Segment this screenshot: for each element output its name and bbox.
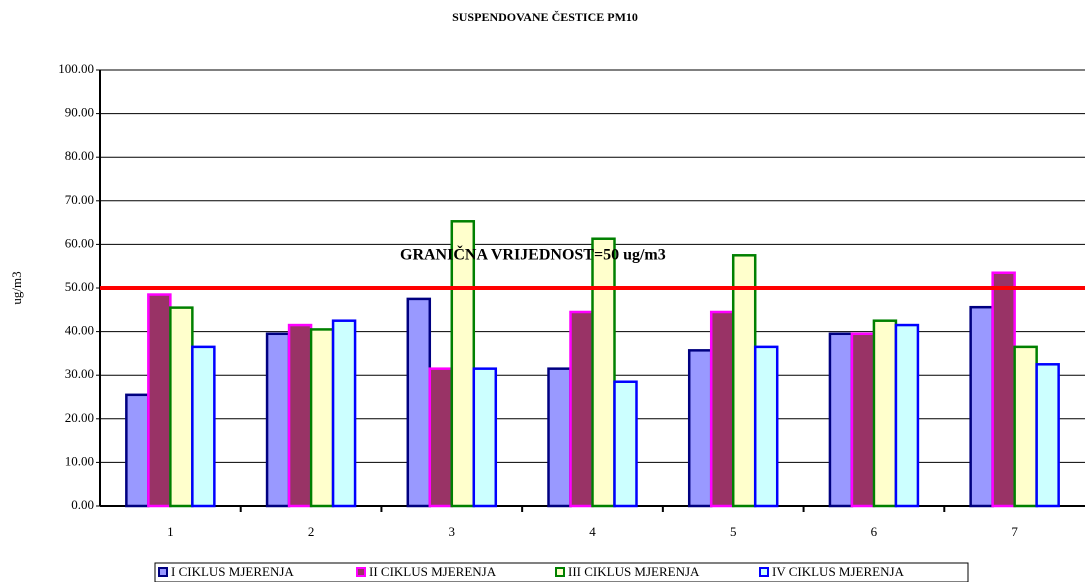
bar xyxy=(753,345,779,508)
legend-label: IV CIKLUS MJERENJA xyxy=(772,564,905,579)
bar xyxy=(125,393,150,508)
y-tick-label: 90.00 xyxy=(65,105,94,120)
bar xyxy=(265,332,291,508)
bar xyxy=(309,328,335,508)
bar xyxy=(991,271,1016,508)
y-tick-label: 40.00 xyxy=(65,323,94,338)
bar xyxy=(569,310,594,508)
bar xyxy=(472,367,498,508)
legend-label: I CIKLUS MJERENJA xyxy=(171,564,294,579)
bar xyxy=(687,349,713,508)
y-tick-label: 10.00 xyxy=(65,453,94,468)
x-tick-label: 1 xyxy=(167,524,174,539)
y-tick-label: 60.00 xyxy=(65,235,94,250)
x-tick-label: 3 xyxy=(449,524,456,539)
x-tick-label: 4 xyxy=(589,524,596,539)
bar xyxy=(287,323,313,508)
y-tick-label: 20.00 xyxy=(65,410,94,425)
bar xyxy=(331,319,357,508)
bar xyxy=(709,310,735,508)
legend-swatch xyxy=(759,567,769,577)
legend-label: II CIKLUS MJERENJA xyxy=(369,564,497,579)
legend-swatch xyxy=(158,567,168,577)
bar xyxy=(850,332,876,508)
bar xyxy=(450,220,476,508)
bar xyxy=(547,367,572,508)
bar xyxy=(894,323,920,508)
bar xyxy=(969,305,994,508)
chart-title: SUSPENDOVANE ČESTICE PM10 xyxy=(452,10,638,24)
y-tick-label: 50.00 xyxy=(65,279,94,294)
bar xyxy=(613,380,638,508)
x-tick-label: 6 xyxy=(871,524,878,539)
bar xyxy=(1013,345,1038,508)
bar xyxy=(828,332,854,508)
bar xyxy=(169,306,194,508)
legend-swatch xyxy=(555,567,565,577)
y-tick-label: 100.00 xyxy=(58,61,94,76)
legend-label: III CIKLUS MJERENJA xyxy=(568,564,700,579)
bar xyxy=(1035,363,1060,508)
x-tick-label: 5 xyxy=(730,524,737,539)
y-tick-label: 30.00 xyxy=(65,366,94,381)
bar xyxy=(428,367,454,508)
bar xyxy=(591,237,616,508)
y-tick-label: 80.00 xyxy=(65,148,94,163)
x-tick-label: 2 xyxy=(308,524,315,539)
bar xyxy=(406,297,432,508)
y-axis-label: ug/m3 xyxy=(9,271,24,304)
bar xyxy=(191,345,216,508)
legend-swatch xyxy=(356,567,366,577)
bar xyxy=(872,319,898,508)
bar xyxy=(147,293,172,508)
x-tick-label: 7 xyxy=(1011,524,1018,539)
limit-label: GRANIČNA VRIJEDNOST=50 ug/m3 xyxy=(400,245,666,264)
bar xyxy=(731,254,757,508)
y-tick-label: 0.00 xyxy=(71,497,94,512)
y-tick-label: 70.00 xyxy=(65,192,94,207)
